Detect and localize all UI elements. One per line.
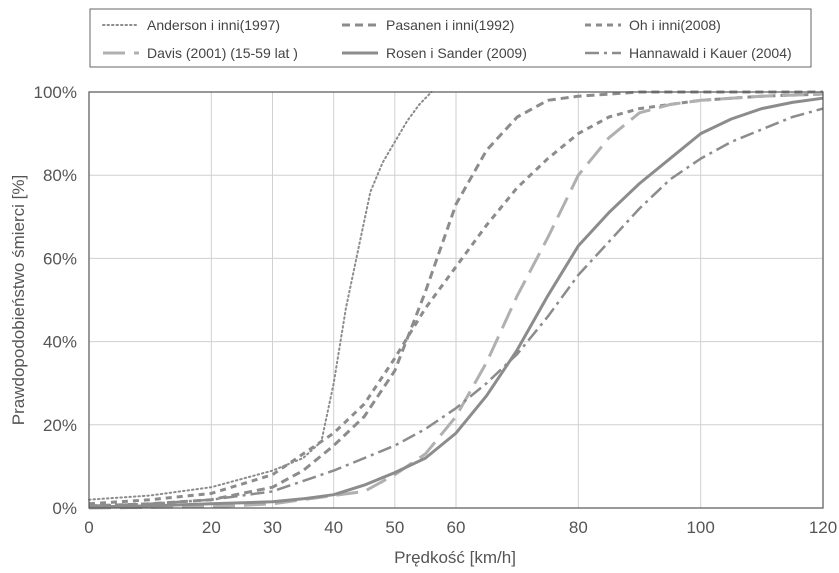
axes: 0 20 30 40 50 60 80 100 120 0% 20% 40% 60% 80% 100% xyxy=(34,83,838,537)
x-tick-label: 120 xyxy=(809,518,837,537)
series-layer xyxy=(88,90,824,510)
series-line-3 xyxy=(88,92,824,506)
y-tick-label: 80% xyxy=(43,166,77,185)
x-tick-label: 20 xyxy=(202,518,221,537)
legend: Anderson i inni(1997) Pasanen i inni(1992… xyxy=(89,8,812,68)
legend-label: Pasanen i inni(1992) xyxy=(386,17,514,33)
x-tick-label: 40 xyxy=(324,518,343,537)
y-tick-label: 0% xyxy=(52,499,77,518)
x-tick-label: 50 xyxy=(385,518,404,537)
series-line-6 xyxy=(88,107,824,508)
series-line-2 xyxy=(88,90,823,508)
plot-frame xyxy=(88,91,824,509)
y-axis-label: Prawdopodobieństwo śmierci [%] xyxy=(9,175,28,425)
legend-label: Oh i inni(2008) xyxy=(629,17,721,33)
x-tick-label: 60 xyxy=(447,518,466,537)
legend-label: Hannawald i Kauer (2004) xyxy=(629,45,792,61)
y-tick-label: 40% xyxy=(43,333,77,352)
legend-box xyxy=(89,8,812,68)
legend-label: Davis (2001) (15-59 lat ) xyxy=(147,45,298,61)
y-tick-label: 100% xyxy=(34,83,77,102)
x-tick-label: 80 xyxy=(569,518,588,537)
series-line-5 xyxy=(88,96,824,509)
series-line-1 xyxy=(88,91,433,501)
x-axis-label: Prędkość [km/h] xyxy=(394,548,516,567)
legend-label: Rosen i Sander (2009) xyxy=(386,45,527,61)
x-tick-label: 30 xyxy=(263,518,282,537)
x-tick-label: 100 xyxy=(686,518,714,537)
x-tick-label: 0 xyxy=(84,518,93,537)
grid xyxy=(89,92,823,508)
y-tick-label: 20% xyxy=(43,416,77,435)
y-tick-label: 60% xyxy=(43,249,77,268)
legend-label: Anderson i inni(1997) xyxy=(147,17,280,33)
